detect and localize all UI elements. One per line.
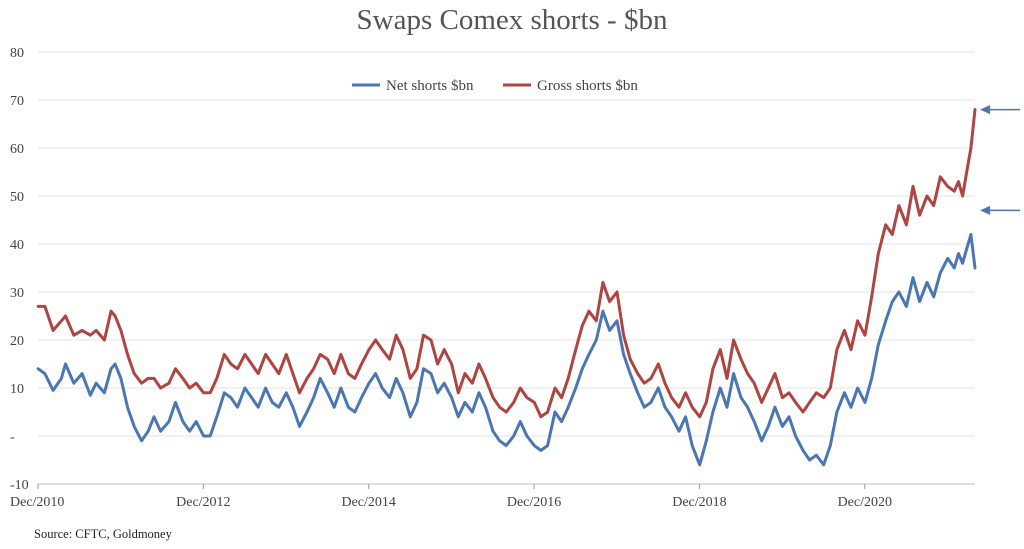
x-tick-label: Dec/2012 <box>176 495 230 510</box>
legend-label: Net shorts $bn <box>386 78 474 94</box>
y-tick-label: - <box>10 430 15 445</box>
annotations <box>980 105 1020 215</box>
x-tick-label: Dec/2018 <box>672 495 726 510</box>
source-note: Source: CFTC, Goldmoney <box>34 527 172 541</box>
y-tick-label: 70 <box>10 94 24 109</box>
y-tick-label: 50 <box>10 190 24 205</box>
plot-series <box>36 108 977 467</box>
y-tick-label: 30 <box>10 286 24 301</box>
series-line-gross-shorts <box>36 108 977 419</box>
annotation-arrow-icon <box>980 105 1020 115</box>
x-tick-label: Dec/2010 <box>10 495 64 510</box>
chart-title: Swaps Comex shorts - $bn <box>357 4 668 36</box>
y-tick-label: 80 <box>10 46 24 61</box>
x-tick-label: Dec/2016 <box>507 495 561 510</box>
x-tick-label: Dec/2014 <box>341 495 395 510</box>
legend-item-gross-shorts: Gross shorts $bn <box>503 78 638 94</box>
x-tick-label: Dec/2020 <box>838 495 892 510</box>
series-line-net-shorts <box>36 232 977 467</box>
legend-label: Gross shorts $bn <box>537 78 638 94</box>
y-tick-label: 40 <box>10 238 24 253</box>
y-tick-label: 60 <box>10 142 24 157</box>
legend-item-net-shorts: Net shorts $bn <box>352 78 474 94</box>
annotation-arrow-icon <box>980 205 1020 215</box>
legend: Net shorts $bn Gross shorts $bn <box>352 78 638 94</box>
x-axis: Dec/2010 Dec/2012 Dec/2014 Dec/2016 Dec/2018… <box>10 484 892 510</box>
y-tick-label: 20 <box>10 334 24 349</box>
y-tick-label: -10 <box>10 478 29 493</box>
y-tick-label: 10 <box>10 382 24 397</box>
grid <box>38 51 975 485</box>
